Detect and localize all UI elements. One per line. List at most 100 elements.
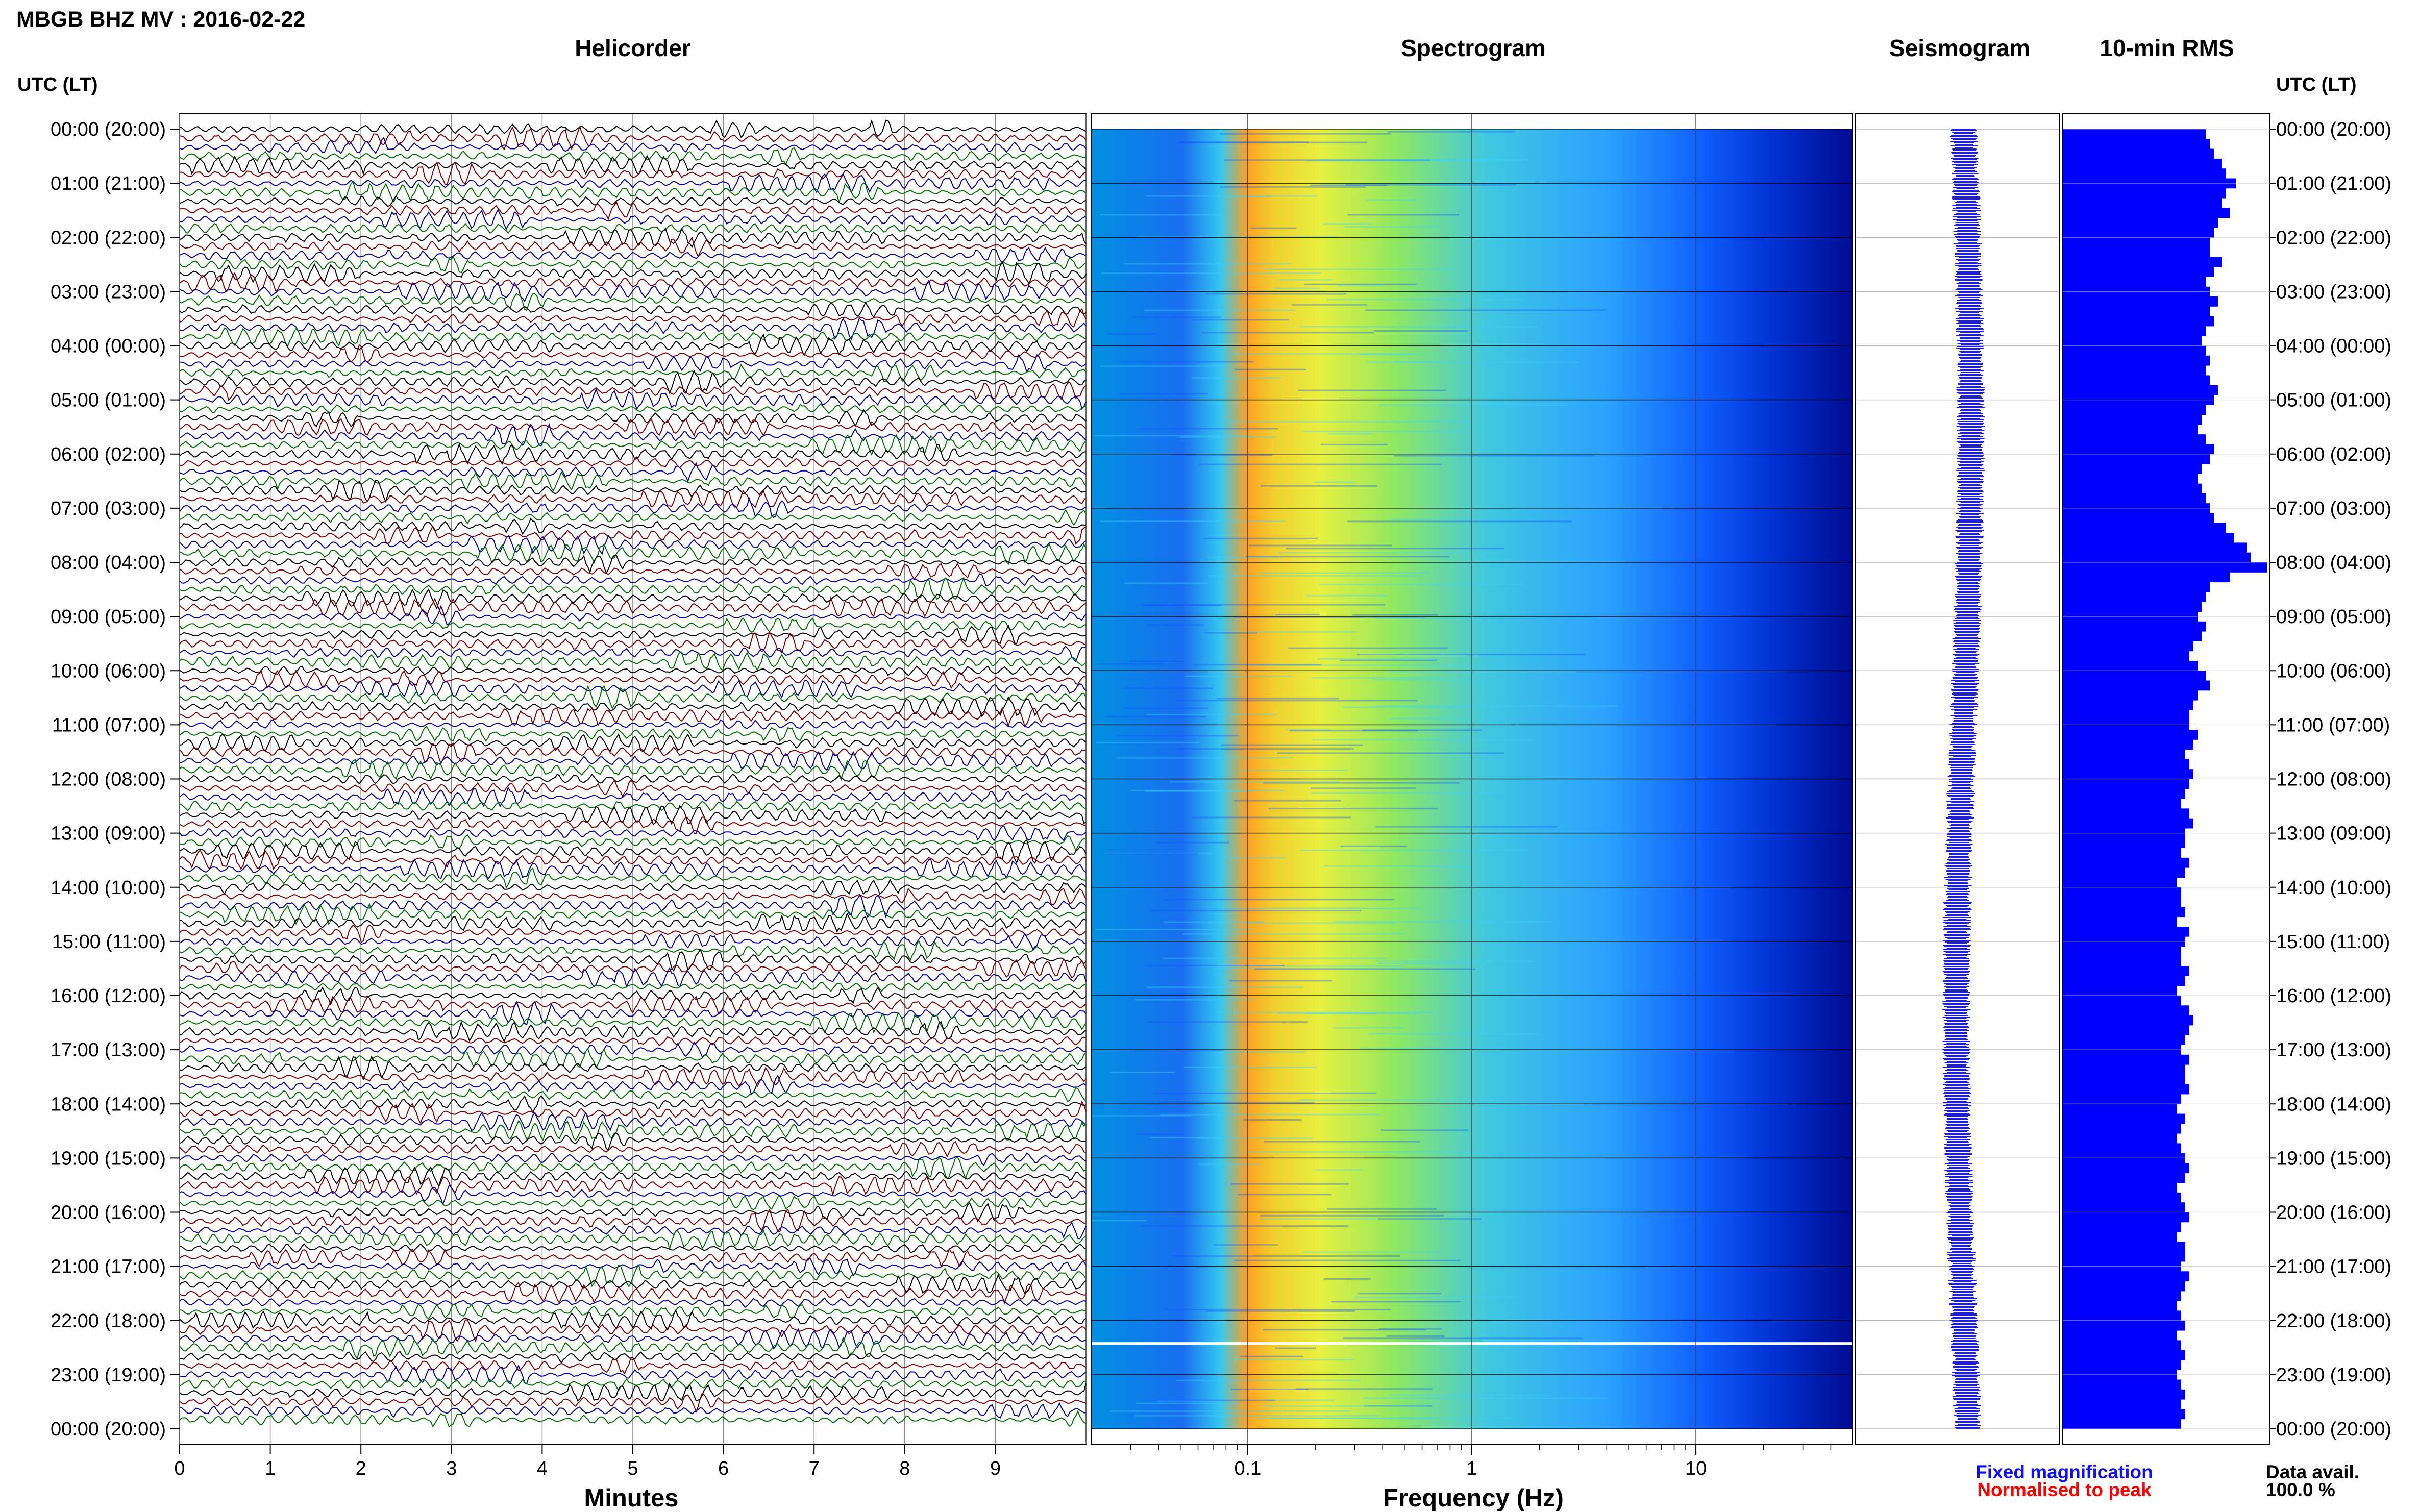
spectrogram-streak: [1229, 980, 1332, 982]
helicorder-trace: [179, 1012, 1087, 1034]
spectrogram-streak: [1299, 326, 1537, 328]
helicorder-trace: [179, 1382, 1087, 1402]
legend-fixed-magnification: Fixed magnification: [1976, 1461, 2153, 1482]
hour-label: 17:00 (13:00): [51, 1039, 166, 1061]
rms-bar: [2063, 326, 2206, 336]
hour-label-right: 08:00 (04:00): [2276, 552, 2391, 574]
rms-bar: [2063, 680, 2210, 691]
rms-bar: [2063, 946, 2181, 957]
spectrogram-streak: [1096, 741, 1199, 743]
hour-label-right: 23:00 (19:00): [2276, 1365, 2391, 1386]
helicorder-trace: [179, 867, 1087, 889]
helicorder-trace: [180, 1229, 1087, 1251]
spectrogram-streak: [1225, 857, 1286, 859]
spectrogram-streak: [1183, 1066, 1317, 1068]
helicorder-trace: [179, 1141, 1087, 1158]
rms-bar: [2063, 956, 2181, 966]
helicorder-trace: [179, 1111, 1087, 1131]
spectrogram-streak: [1119, 393, 1208, 395]
spectrogram-streak: [1318, 159, 1530, 161]
rms-bar: [2063, 671, 2206, 681]
helicorder-trace: [179, 1364, 1087, 1385]
spectrogram-streak: [1233, 1359, 1355, 1361]
spectrogram-streak: [1151, 910, 1362, 912]
helicorder-trace: [179, 534, 1087, 555]
spectrogram-streak: [1204, 632, 1258, 634]
rms-bar: [2063, 1350, 2185, 1360]
spectrogram-streak: [1304, 283, 1417, 285]
rms-bar: [2063, 1064, 2185, 1075]
spectrogram-streak: [1105, 853, 1198, 855]
hour-label-right: 15:00 (11:00): [2276, 931, 2390, 953]
minute-tick-label: 9: [990, 1458, 1001, 1479]
spectrogram-streak: [1286, 548, 1504, 550]
hour-label-right: 10:00 (06:00): [2276, 660, 2391, 682]
rms-bar: [2063, 976, 2185, 986]
helicorder-trace: [179, 733, 1087, 752]
rms-bar: [2063, 1212, 2189, 1223]
rms-bar: [2063, 788, 2185, 799]
helicorder-trace: [179, 605, 1087, 626]
spectrogram-streak: [1177, 141, 1368, 143]
spectrogram-streak: [1198, 463, 1442, 465]
helicorder-trace: [179, 279, 1087, 303]
spectrogram-streak: [1364, 1405, 1433, 1407]
helicorder-trace: [179, 696, 1087, 717]
spectrogram-heading: Spectrogram: [1401, 35, 1546, 61]
rms-bar: [2063, 1113, 2185, 1124]
helicorder-trace: [179, 562, 1087, 580]
spectrogram-streak: [1288, 647, 1448, 649]
helicorder-trace: [179, 996, 1087, 1015]
helicorder-trace: [179, 261, 1087, 285]
helicorder-trace: [179, 670, 1087, 689]
helicorder-trace: [179, 932, 1087, 951]
helicorder-trace: [179, 679, 1087, 699]
spectrogram-streak: [1302, 1251, 1441, 1253]
helicorder-trace: [179, 1410, 1087, 1428]
helicorder-trace: [179, 887, 1087, 906]
helicorder-trace: [179, 1281, 1087, 1305]
spectrogram-streak: [1191, 377, 1281, 379]
spectrogram-streak: [1352, 614, 1438, 616]
spectrogram-streak: [1233, 353, 1422, 355]
helicorder-trace: [179, 895, 1087, 919]
helicorder-trace: [179, 1247, 1087, 1268]
rms-bar: [2063, 887, 2181, 898]
spectrogram-streak: [1095, 929, 1253, 931]
helicorder-trace: [179, 509, 1087, 526]
helicorder-trace: [179, 1048, 1087, 1069]
spectrogram-streak: [1217, 195, 1271, 197]
rms-bar: [2063, 799, 2181, 809]
rms-bar: [2063, 730, 2198, 740]
rms-heading: 10-min RMS: [2100, 35, 2234, 61]
hour-label: 12:00 (08:00): [51, 769, 166, 790]
spectrogram-streak: [1375, 826, 1558, 828]
minute-tick-label: 7: [809, 1458, 820, 1479]
spectrogram-streak: [1263, 782, 1460, 784]
spectrogram-streak: [1169, 781, 1340, 783]
rms-bar: [2063, 641, 2193, 652]
spectrogram-streak: [1243, 1119, 1302, 1121]
spectrogram-streak: [1381, 1129, 1469, 1131]
rms-bar: [2063, 690, 2198, 701]
spectrogram-streak: [1176, 1379, 1361, 1381]
spectrogram-streak: [1386, 1335, 1445, 1337]
helicorder-trace: [179, 155, 1087, 176]
helicorder-trace: [179, 1257, 1087, 1277]
spectrogram-streak: [1357, 1293, 1442, 1295]
spectrogram-streak: [1234, 1259, 1461, 1261]
rms-bar: [2063, 1271, 2189, 1282]
spectrogram-streak: [1300, 849, 1527, 851]
helicorder-trace: [179, 1297, 1087, 1308]
rms-bar: [2063, 1379, 2181, 1390]
rms-bar: [2063, 1173, 2185, 1183]
spectrogram-streak: [1092, 1115, 1191, 1117]
spectrogram-streak: [1163, 957, 1388, 959]
spectrogram-streak: [1261, 572, 1429, 574]
spectrogram-streak: [1208, 575, 1421, 577]
spectrogram-streak: [1394, 455, 1595, 457]
helicorder-trace: [179, 293, 1087, 311]
spectrogram-streak: [1234, 368, 1307, 370]
spectrogram-streak: [1198, 1163, 1261, 1166]
rms-bar: [2063, 1202, 2185, 1212]
